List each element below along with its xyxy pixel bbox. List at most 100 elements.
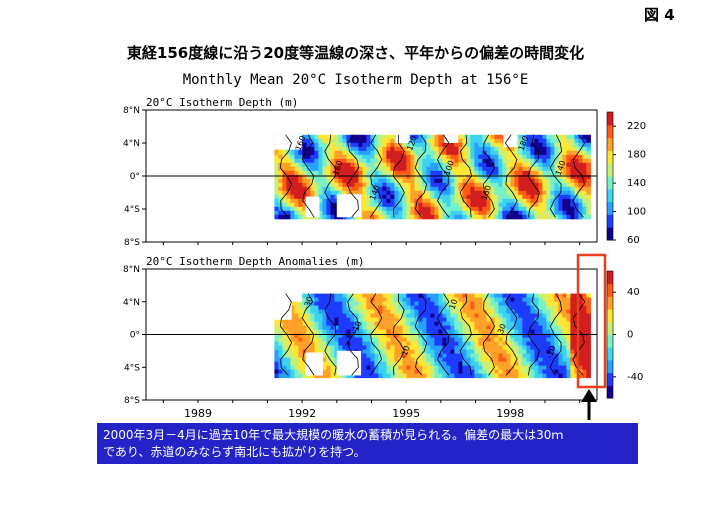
heatmap-cell bbox=[282, 198, 287, 204]
heatmap-cell bbox=[554, 186, 559, 192]
heatmap-cell bbox=[278, 154, 283, 160]
heatmap-cell bbox=[502, 194, 507, 200]
heatmap-cell bbox=[554, 369, 559, 375]
heatmap-cell bbox=[338, 317, 343, 323]
heatmap-cell bbox=[426, 146, 431, 152]
heatmap-cell bbox=[426, 369, 431, 375]
heatmap-cell bbox=[562, 146, 567, 152]
heatmap-cell bbox=[498, 198, 503, 204]
heatmap-cell bbox=[466, 373, 471, 379]
heatmap-cell bbox=[342, 178, 347, 184]
heatmap-cell bbox=[478, 341, 483, 347]
heatmap-cell bbox=[422, 150, 427, 156]
heatmap-cell bbox=[366, 357, 371, 363]
heatmap-cell bbox=[294, 190, 299, 196]
heatmap-cell bbox=[402, 150, 407, 156]
heatmap-cell bbox=[294, 198, 299, 204]
heatmap-cell bbox=[482, 361, 487, 367]
heatmap-cell bbox=[414, 146, 419, 152]
heatmap-cell bbox=[278, 325, 283, 331]
heatmap-cell bbox=[570, 182, 575, 188]
heatmap-cell bbox=[342, 341, 347, 347]
heatmap-cell bbox=[490, 329, 495, 335]
heatmap-cell bbox=[498, 313, 503, 319]
heatmap-cell bbox=[338, 158, 343, 164]
heatmap-cell bbox=[394, 142, 399, 148]
heatmap-cell bbox=[582, 309, 587, 315]
heatmap-cell bbox=[418, 309, 423, 315]
heatmap-cell bbox=[470, 158, 475, 164]
heatmap-cell bbox=[446, 297, 451, 303]
heatmap-cell bbox=[434, 301, 439, 307]
heatmap-cell bbox=[330, 206, 335, 212]
heatmap-cell bbox=[494, 198, 499, 204]
heatmap-cell bbox=[330, 305, 335, 311]
heatmap-cell bbox=[406, 293, 411, 299]
heatmap-cell bbox=[566, 158, 571, 164]
heatmap-cell bbox=[462, 361, 467, 367]
heatmap-cell bbox=[422, 182, 427, 188]
heatmap-cell bbox=[370, 349, 375, 355]
heatmap-cell bbox=[502, 190, 507, 196]
heatmap-cell bbox=[414, 309, 419, 315]
heatmap-cell bbox=[482, 317, 487, 323]
heatmap-cell bbox=[290, 365, 295, 371]
heatmap-cell bbox=[406, 186, 411, 192]
heatmap-cell bbox=[414, 138, 419, 144]
heatmap-cell bbox=[530, 349, 535, 355]
heatmap-cell bbox=[526, 365, 531, 371]
heatmap-cell bbox=[566, 349, 571, 355]
heatmap-cell bbox=[566, 210, 571, 216]
heatmap-cell bbox=[586, 146, 591, 152]
heatmap-cell bbox=[482, 178, 487, 184]
heatmap-cell bbox=[402, 162, 407, 168]
heatmap-cell bbox=[422, 361, 427, 367]
heatmap-cell bbox=[390, 329, 395, 335]
heatmap-cell bbox=[362, 317, 367, 323]
heatmap-cell bbox=[350, 154, 355, 160]
heatmap-cell bbox=[538, 198, 543, 204]
heatmap-cell bbox=[374, 361, 379, 367]
heatmap-cell bbox=[542, 134, 547, 140]
heatmap-cell bbox=[498, 162, 503, 168]
heatmap-cell bbox=[406, 353, 411, 359]
heatmap-cell bbox=[574, 309, 579, 315]
heatmap-cell bbox=[554, 178, 559, 184]
heatmap-cell bbox=[426, 206, 431, 212]
heatmap-cell bbox=[538, 162, 543, 168]
heatmap-cell bbox=[310, 142, 315, 148]
heatmap-cell bbox=[390, 142, 395, 148]
heatmap-cell bbox=[302, 341, 307, 347]
heatmap-cell bbox=[574, 186, 579, 192]
heatmap-cell bbox=[562, 301, 567, 307]
heatmap-cell bbox=[378, 206, 383, 212]
heatmap-cell bbox=[286, 166, 291, 172]
heatmap-cell bbox=[542, 345, 547, 351]
heatmap-cell bbox=[342, 138, 347, 144]
heatmap-cell bbox=[298, 210, 303, 216]
heatmap-cell bbox=[398, 154, 403, 160]
heatmap-cell bbox=[334, 365, 339, 371]
heatmap-cell bbox=[386, 166, 391, 172]
heatmap-cell bbox=[578, 174, 583, 180]
heatmap-cell bbox=[374, 293, 379, 299]
heatmap-cell bbox=[478, 162, 483, 168]
heatmap-cell bbox=[298, 341, 303, 347]
heatmap-cell bbox=[474, 138, 479, 144]
heatmap-cell bbox=[518, 301, 523, 307]
heatmap-cell bbox=[358, 333, 363, 339]
heatmap-cell bbox=[274, 174, 279, 180]
heatmap-cell bbox=[362, 305, 367, 311]
heatmap-cell bbox=[334, 154, 339, 160]
heatmap-cell bbox=[306, 305, 311, 311]
heatmap-cell bbox=[390, 313, 395, 319]
heatmap-cell bbox=[430, 305, 435, 311]
heatmap-cell bbox=[514, 321, 519, 327]
heatmap-cell bbox=[582, 301, 587, 307]
heatmap-cell bbox=[482, 170, 487, 176]
heatmap-cell bbox=[402, 186, 407, 192]
heatmap-cell bbox=[546, 345, 551, 351]
heatmap-cell bbox=[454, 297, 459, 303]
heatmap-cell bbox=[302, 170, 307, 176]
heatmap-cell bbox=[394, 329, 399, 335]
